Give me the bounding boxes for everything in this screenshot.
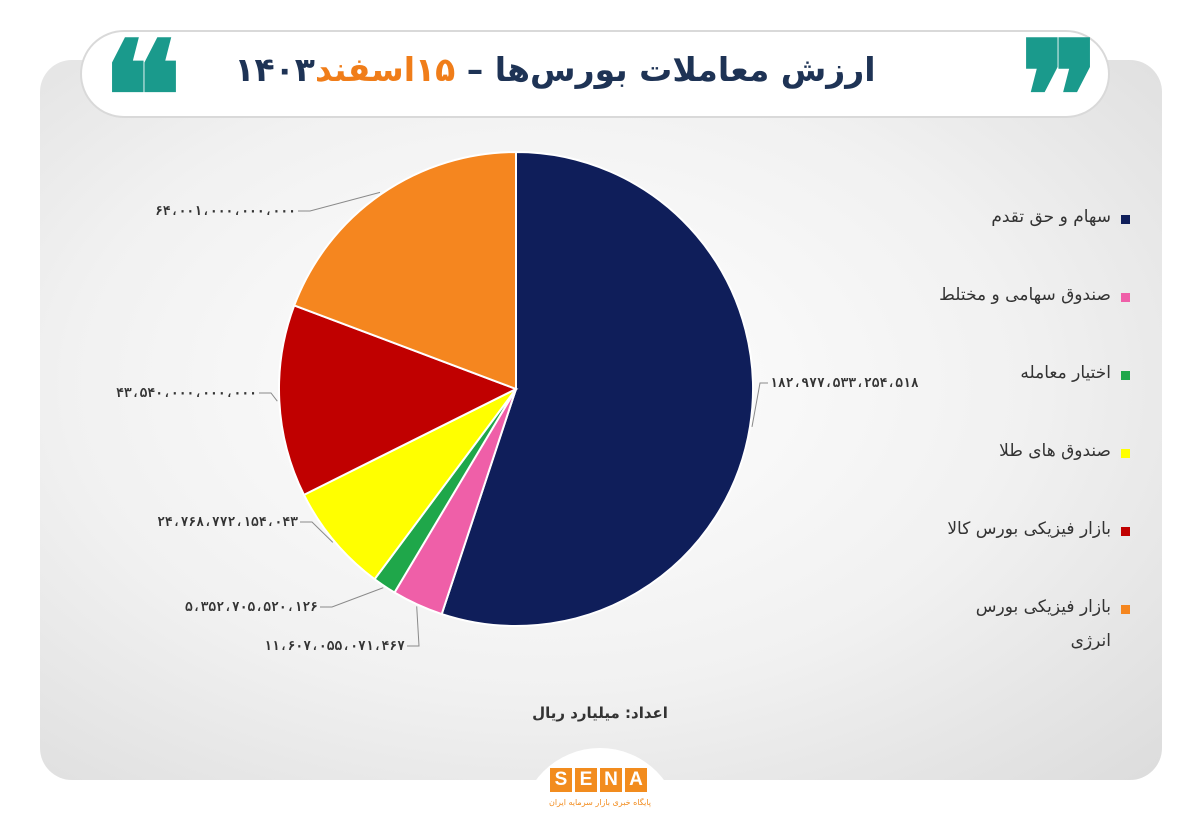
title-date: ۱۵اسفند xyxy=(314,50,456,89)
leader-line xyxy=(298,191,381,212)
leader-line xyxy=(300,521,334,543)
slice-value-label: ۶۴،۰۰۱،۰۰۰،۰۰۰،۰۰۰ xyxy=(155,204,296,219)
slice-value-label: ۱۱،۶۰۷،۰۵۵،۰۷۱،۴۶۷ xyxy=(264,639,405,654)
logo-letter: E xyxy=(575,768,597,792)
logo-letter: A xyxy=(625,768,647,792)
page-title: ارزش معاملات بورس‌ها – ۱۵اسفند۱۴۰۳ xyxy=(180,40,930,100)
legend-label: بازار فیزیکی بورس انرژی xyxy=(975,597,1111,651)
title-bar xyxy=(80,30,1110,118)
pie-slice xyxy=(302,388,517,581)
title-main: ارزش معاملات بورس‌ها – xyxy=(455,50,876,89)
legend-swatch xyxy=(1121,449,1130,458)
pie-slice xyxy=(292,150,517,391)
slice-value-label: ۴۳،۵۴۰،۰۰۰،۰۰۰،۰۰۰ xyxy=(116,386,257,401)
legend-label: صندوق سهامی و مختلط xyxy=(939,285,1111,305)
pie-slice xyxy=(277,304,519,497)
legend-item: سهام و حق تقدم xyxy=(930,207,1130,234)
legend-label: صندوق های طلا xyxy=(999,441,1111,461)
slice-value-label: ۵،۳۵۲،۷۰۵،۵۲۰،۱۲۶ xyxy=(185,600,318,615)
logo-tagline: پایگاه خبری بازار سرمایه ایران xyxy=(548,798,652,807)
legend-item: صندوق سهامی و مختلط xyxy=(930,285,1130,312)
legend-item: اختیار معامله xyxy=(930,363,1130,390)
legend-label: بازار فیزیکی بورس کالا xyxy=(947,519,1111,539)
legend-swatch xyxy=(1121,215,1130,224)
units-note: اعداد: میلیارد ریال xyxy=(532,704,668,722)
slice-value-label: ۱۸۲،۹۷۷،۵۳۳،۲۵۴،۵۱۸ xyxy=(770,376,919,391)
leader-line xyxy=(751,382,768,427)
legend-item: بازار فیزیکی بورس کالا xyxy=(930,519,1130,546)
legend-swatch xyxy=(1121,293,1130,302)
legend-item: صندوق های طلا xyxy=(930,441,1130,468)
legend-swatch xyxy=(1121,527,1130,536)
legend-item: بازار فیزیکی بورس انرژی xyxy=(930,597,1130,658)
leader-line xyxy=(320,587,384,608)
pie-slice xyxy=(440,150,755,627)
leader-line xyxy=(407,606,420,647)
legend-swatch xyxy=(1121,605,1130,614)
legend-label: سهام و حق تقدم xyxy=(991,207,1111,227)
legend-label: اختیار معامله xyxy=(1020,363,1111,383)
leader-line xyxy=(259,392,278,402)
sena-logo: S E N A xyxy=(550,768,647,792)
title-year: ۱۴۰۳ xyxy=(234,50,315,89)
logo-letter: N xyxy=(600,768,622,792)
legend-swatch xyxy=(1121,371,1130,380)
slice-value-label: ۲۴،۷۶۸،۷۷۲،۱۵۴،۰۴۳ xyxy=(157,515,298,530)
logo-letter: S xyxy=(550,768,572,792)
